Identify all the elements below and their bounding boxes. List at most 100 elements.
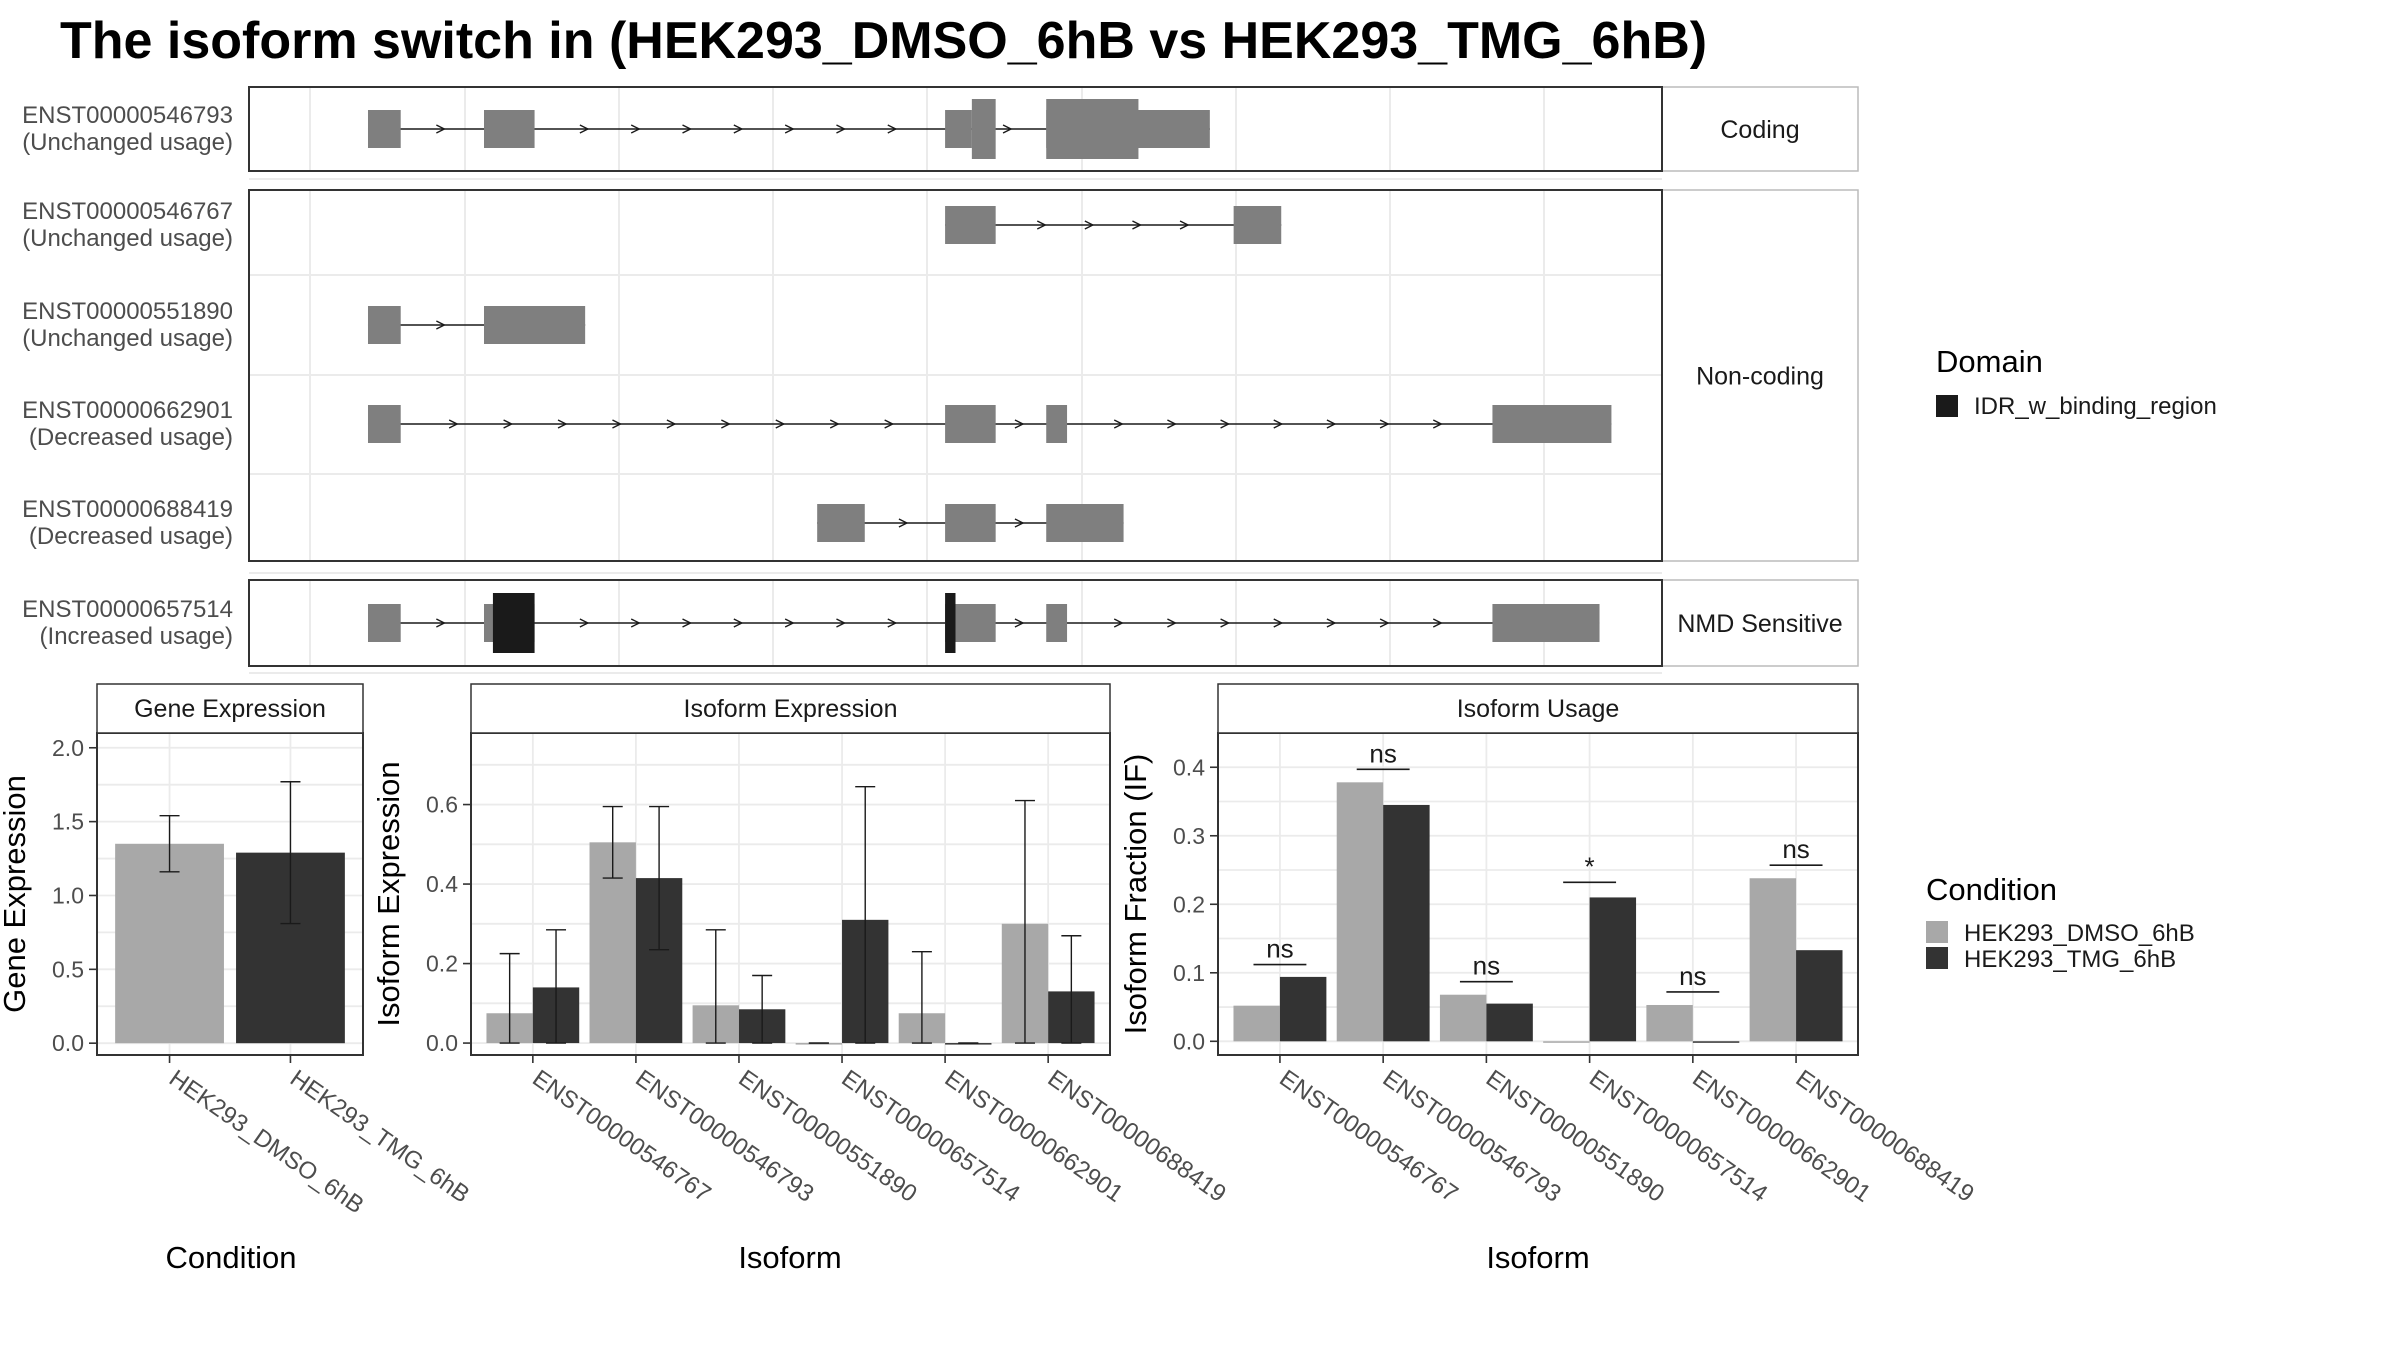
exon — [367, 110, 401, 148]
expression-panels: Gene Expression 0.0 0.5 1.0 1.5 2.0 Gene Expre… — [0, 683, 1979, 1275]
panel-title: Isoform Expression — [684, 695, 898, 723]
y-tick-label: 0.2 — [1173, 891, 1205, 917]
intron-arrow — [884, 419, 895, 429]
bar — [1646, 1004, 1693, 1042]
panel-strip — [1661, 189, 1859, 562]
intron-arrow — [436, 618, 446, 628]
intron-arrow — [436, 124, 446, 134]
intron-arrow — [898, 518, 909, 528]
isoform-id-label: ENST00000657514 — [22, 596, 233, 623]
bar-panel: ns ns ns * ns ns Isoform Usage 0.0 0.1 0.2 0.3 0.4 I… — [1118, 683, 1979, 1275]
panel-frame — [248, 86, 1663, 172]
x-tick-label: HEK293_DMSO_6hB — [164, 1065, 369, 1219]
panel-frame — [248, 579, 1663, 667]
panel-strip — [1661, 579, 1859, 667]
intron-arrow — [1002, 124, 1013, 134]
x-tick-label: ENST00000688419 — [1791, 1065, 1979, 1208]
y-tick-label: 0.2 — [426, 951, 458, 977]
intron-arrow — [1379, 618, 1390, 628]
intron-arrow — [829, 419, 840, 429]
bar — [1279, 976, 1327, 1042]
intron-arrow — [733, 124, 744, 134]
intron-arrow — [721, 419, 731, 429]
intron-arrow — [1113, 419, 1124, 429]
panel-frame — [248, 189, 1663, 562]
y-tick-label: 1.5 — [52, 809, 84, 835]
intron-arrow — [836, 124, 847, 134]
x-tick-label: ENST00000662901 — [1687, 1065, 1875, 1208]
bar — [1336, 782, 1384, 1042]
condition-legend-title: Condition — [1926, 872, 2057, 907]
structure-panel: Coding ENST00000546793(Unchanged usage) — [22, 86, 1859, 180]
y-tick-label: 0.4 — [1173, 754, 1205, 780]
intron-arrow — [1167, 419, 1177, 429]
panel-strip-label: Non-coding — [1696, 363, 1824, 391]
panel-strip-label: Coding — [1720, 116, 1799, 144]
intron-arrow — [448, 419, 459, 429]
intron-arrow — [436, 320, 446, 330]
isoform-track: ENST00000688419(Decreased usage) — [22, 496, 1662, 574]
y-tick-label: 0.4 — [426, 871, 458, 897]
isoform-id-label: ENST00000546793 — [22, 102, 233, 129]
x-tick-label: ENST00000657514 — [1584, 1065, 1772, 1208]
x-tick-label: ENST00000657514 — [837, 1065, 1025, 1208]
significance-label: ns — [1369, 738, 1396, 768]
isoform-usage-label: (Decreased usage) — [29, 424, 233, 451]
intron-arrow — [1379, 419, 1390, 429]
intron-arrow — [1179, 220, 1190, 230]
intron-arrow — [1326, 618, 1337, 628]
intron-arrow — [1273, 618, 1284, 628]
panel-title: Gene Expression — [134, 695, 326, 723]
domain-legend-swatch — [1936, 395, 1958, 417]
bar — [1233, 1005, 1280, 1042]
panel-strip-label: NMD Sensitive — [1677, 610, 1842, 638]
significance-label: ns — [1266, 934, 1293, 964]
y-tick-label: 0.0 — [426, 1030, 458, 1056]
bar — [1796, 950, 1843, 1042]
domain-legend-title: Domain — [1936, 344, 2043, 379]
intron-arrow — [784, 124, 795, 134]
isoform-usage-label: (Increased usage) — [40, 623, 233, 650]
x-tick-label: ENST00000546793 — [630, 1065, 818, 1208]
intron-arrow — [1167, 618, 1177, 628]
domain-legend: Domain IDR_w_binding_region — [1936, 344, 2217, 420]
intron-arrow — [682, 124, 693, 134]
bar — [945, 1043, 992, 1045]
panel-title-strip — [1217, 683, 1859, 734]
isoform-usage-label: (Decreased usage) — [29, 523, 233, 550]
exon — [484, 110, 535, 148]
structure-panel: NMD Sensitive ENST00000657514(Increased u… — [22, 579, 1859, 674]
x-tick-label: ENST00000546767 — [527, 1065, 715, 1208]
x-tick-label: ENST00000662901 — [940, 1065, 1128, 1208]
condition-legend-label: HEK293_TMG_6hB — [1964, 946, 2176, 973]
y-axis-title: Isoform Fraction (IF) — [1118, 754, 1153, 1035]
bar — [1749, 878, 1797, 1042]
intron-arrow — [1220, 618, 1231, 628]
intron-arrow — [557, 419, 568, 429]
y-tick-label: 1.0 — [52, 882, 84, 908]
x-tick-label: ENST00000546767 — [1274, 1065, 1462, 1208]
x-tick-label: ENST00000551890 — [1481, 1065, 1669, 1208]
significance-label: ns — [1782, 834, 1809, 864]
intron-arrow — [733, 618, 744, 628]
y-axis-title: Isoform Expression — [371, 761, 406, 1026]
x-axis-title: Condition — [166, 1240, 297, 1275]
domain-block — [945, 593, 956, 653]
exon — [945, 206, 996, 244]
isoform-id-label: ENST00000688419 — [22, 496, 233, 523]
isoform-usage-label: (Unchanged usage) — [22, 225, 233, 252]
isoform-track: ENST00000546767(Unchanged usage) — [22, 198, 1662, 276]
intron-arrow — [630, 618, 641, 628]
intron-arrow — [1014, 518, 1025, 528]
intron-arrow — [775, 419, 786, 429]
isoform-usage-label: (Unchanged usage) — [22, 129, 233, 156]
exon — [367, 604, 401, 642]
intron-arrow — [887, 124, 898, 134]
intron-arrow — [1036, 220, 1047, 230]
intron-arrow — [579, 124, 590, 134]
exon — [1046, 405, 1068, 443]
bar — [1692, 1041, 1740, 1043]
condition-legend-label: HEK293_DMSO_6hB — [1964, 920, 2195, 947]
